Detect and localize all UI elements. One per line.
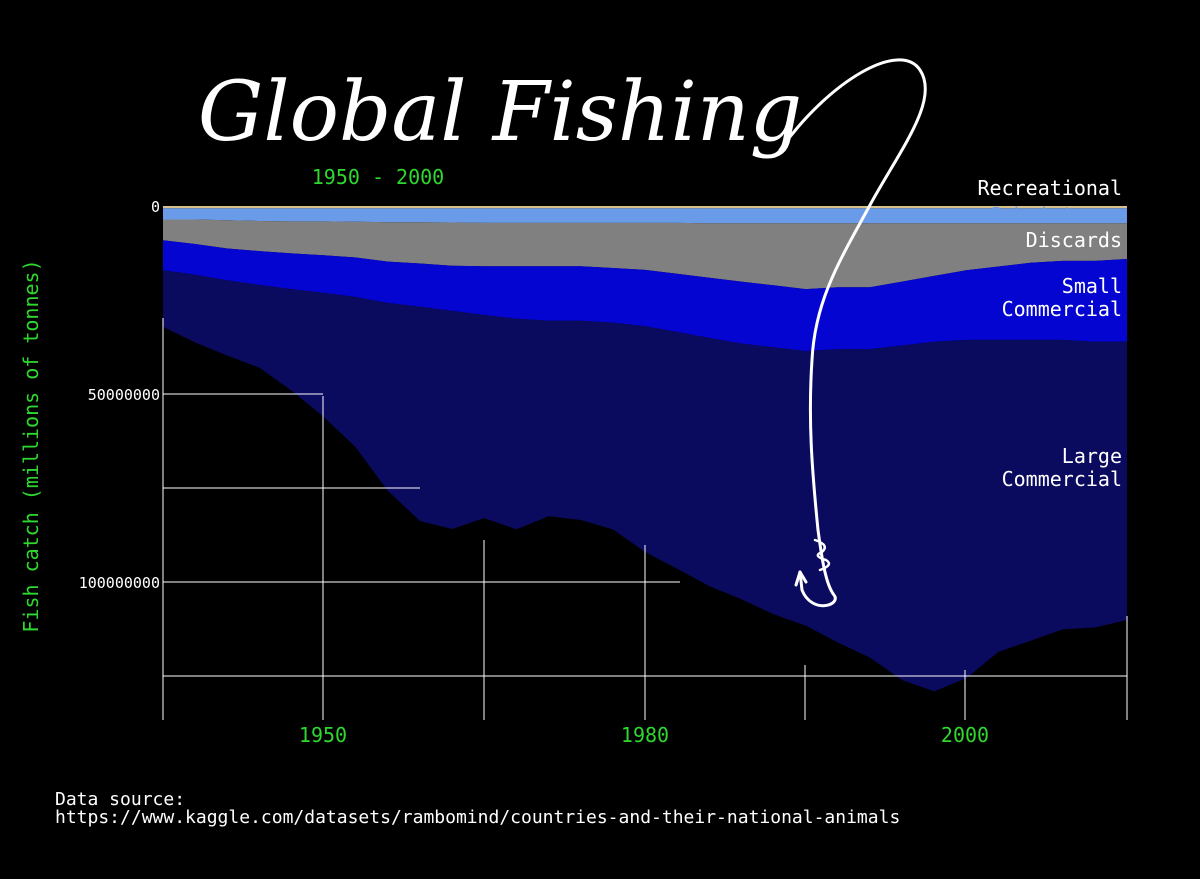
y-tick-label: 50000000 [88,386,160,404]
series-labels: Recreational Subsistence Discards Small … [978,176,1123,491]
y-tick-label: 100000000 [79,574,160,592]
y-tick-label: 0 [151,198,160,216]
y-axis-title: Fish catch (millions of tonnes) [19,259,43,632]
fishing-hook-icon [778,58,927,608]
x-axis-ticks: 1950 1980 2000 [299,723,989,747]
label-subsistence: Subsistence [990,203,1122,227]
area-large-commercial [163,270,1127,692]
chart-title: Global Fishing [198,65,802,160]
grid-lines [162,318,1128,720]
stacked-areas [163,206,1127,692]
area-recreational [163,206,1127,209]
area-discards [163,219,1127,290]
x-tick-label: 2000 [941,723,989,747]
label-small-1: Small [1062,274,1122,298]
source-url: https://www.kaggle.com/datasets/rambomin… [55,807,900,828]
label-large-2: Commercial [1002,467,1122,491]
label-large-1: Large [1062,444,1122,468]
chart-subtitle: 1950 - 2000 [312,165,444,189]
label-discards: Discards [1026,228,1122,252]
label-recreational: Recreational [978,176,1123,200]
x-tick-label: 1950 [299,723,347,747]
area-subsistence [163,208,1127,224]
area-small-commercial [163,240,1127,352]
label-small-2: Commercial [1002,297,1122,321]
y-axis-ticks: 0 50000000 100000000 [79,198,160,592]
source-label: Data source: [55,789,185,810]
x-tick-label: 1980 [621,723,669,747]
